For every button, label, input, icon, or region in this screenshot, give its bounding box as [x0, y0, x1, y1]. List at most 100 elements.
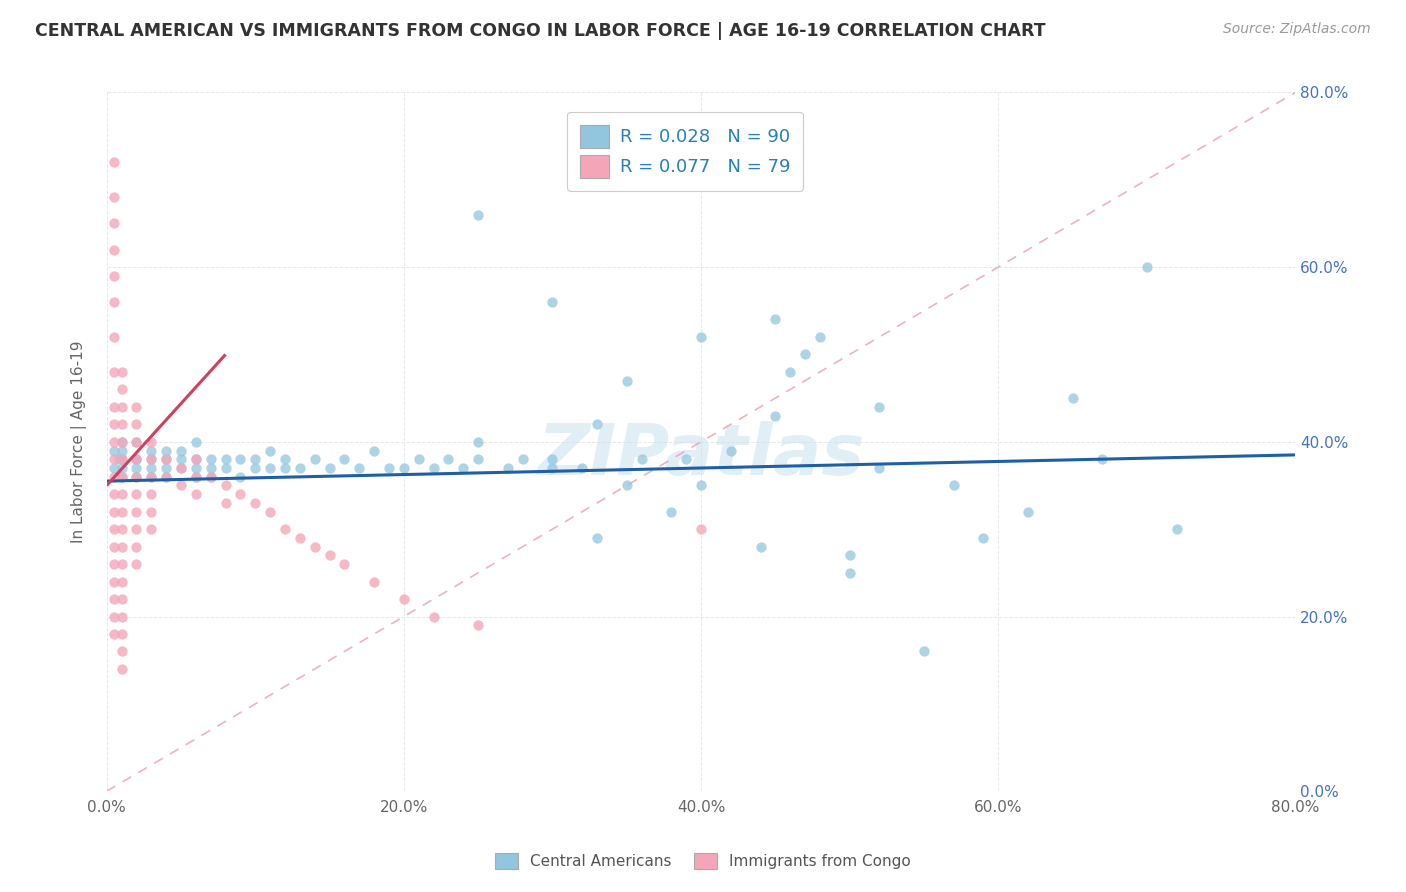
- Point: [749, 540, 772, 554]
- Point: [437, 452, 460, 467]
- Point: [110, 434, 132, 449]
- Point: [512, 452, 534, 467]
- Point: [304, 540, 326, 554]
- Point: [245, 461, 267, 475]
- Point: [103, 365, 125, 379]
- Point: [868, 461, 890, 475]
- Point: [110, 627, 132, 641]
- Point: [972, 531, 994, 545]
- Point: [125, 487, 148, 501]
- Point: [110, 592, 132, 607]
- Point: [141, 469, 163, 483]
- Point: [467, 452, 489, 467]
- Point: [259, 505, 281, 519]
- Point: [155, 452, 177, 467]
- Point: [942, 478, 965, 492]
- Point: [259, 461, 281, 475]
- Point: [103, 216, 125, 230]
- Point: [214, 452, 236, 467]
- Point: [110, 452, 132, 467]
- Point: [690, 522, 713, 536]
- Text: ZIPatlas: ZIPatlas: [537, 421, 865, 491]
- Point: [103, 627, 125, 641]
- Point: [245, 452, 267, 467]
- Point: [103, 417, 125, 432]
- Point: [467, 618, 489, 632]
- Point: [103, 505, 125, 519]
- Point: [288, 531, 311, 545]
- Point: [170, 443, 193, 458]
- Point: [720, 443, 742, 458]
- Point: [616, 478, 638, 492]
- Point: [214, 461, 236, 475]
- Point: [107, 452, 129, 467]
- Point: [422, 609, 444, 624]
- Point: [184, 487, 207, 501]
- Point: [110, 452, 132, 467]
- Point: [110, 434, 132, 449]
- Point: [125, 469, 148, 483]
- Point: [690, 478, 713, 492]
- Point: [103, 592, 125, 607]
- Point: [541, 295, 564, 310]
- Point: [616, 374, 638, 388]
- Point: [110, 469, 132, 483]
- Point: [333, 557, 356, 571]
- Point: [110, 522, 132, 536]
- Legend: R = 0.028   N = 90, R = 0.077   N = 79: R = 0.028 N = 90, R = 0.077 N = 79: [568, 112, 803, 191]
- Point: [467, 208, 489, 222]
- Point: [571, 461, 593, 475]
- Point: [184, 452, 207, 467]
- Point: [200, 469, 222, 483]
- Point: [318, 549, 340, 563]
- Point: [1062, 391, 1084, 405]
- Point: [467, 434, 489, 449]
- Point: [141, 522, 163, 536]
- Point: [378, 461, 401, 475]
- Point: [586, 417, 609, 432]
- Point: [141, 443, 163, 458]
- Point: [125, 452, 148, 467]
- Point: [200, 452, 222, 467]
- Point: [184, 469, 207, 483]
- Point: [155, 469, 177, 483]
- Point: [141, 487, 163, 501]
- Point: [333, 452, 356, 467]
- Point: [363, 443, 385, 458]
- Point: [794, 347, 817, 361]
- Point: [103, 452, 125, 467]
- Point: [170, 461, 193, 475]
- Point: [103, 487, 125, 501]
- Point: [170, 461, 193, 475]
- Point: [288, 461, 311, 475]
- Point: [184, 434, 207, 449]
- Point: [229, 487, 252, 501]
- Point: [141, 452, 163, 467]
- Point: [155, 443, 177, 458]
- Point: [103, 469, 125, 483]
- Point: [141, 469, 163, 483]
- Point: [868, 400, 890, 414]
- Point: [103, 400, 125, 414]
- Point: [110, 487, 132, 501]
- Point: [214, 478, 236, 492]
- Point: [125, 452, 148, 467]
- Point: [838, 566, 860, 580]
- Point: [155, 469, 177, 483]
- Text: CENTRAL AMERICAN VS IMMIGRANTS FROM CONGO IN LABOR FORCE | AGE 16-19 CORRELATION: CENTRAL AMERICAN VS IMMIGRANTS FROM CONG…: [35, 22, 1046, 40]
- Point: [103, 540, 125, 554]
- Point: [274, 522, 297, 536]
- Point: [245, 496, 267, 510]
- Point: [170, 452, 193, 467]
- Point: [496, 461, 519, 475]
- Point: [659, 505, 682, 519]
- Point: [184, 452, 207, 467]
- Text: Source: ZipAtlas.com: Source: ZipAtlas.com: [1223, 22, 1371, 37]
- Point: [1017, 505, 1039, 519]
- Point: [200, 461, 222, 475]
- Point: [110, 644, 132, 658]
- Point: [184, 461, 207, 475]
- Point: [392, 592, 415, 607]
- Point: [141, 452, 163, 467]
- Point: [110, 443, 132, 458]
